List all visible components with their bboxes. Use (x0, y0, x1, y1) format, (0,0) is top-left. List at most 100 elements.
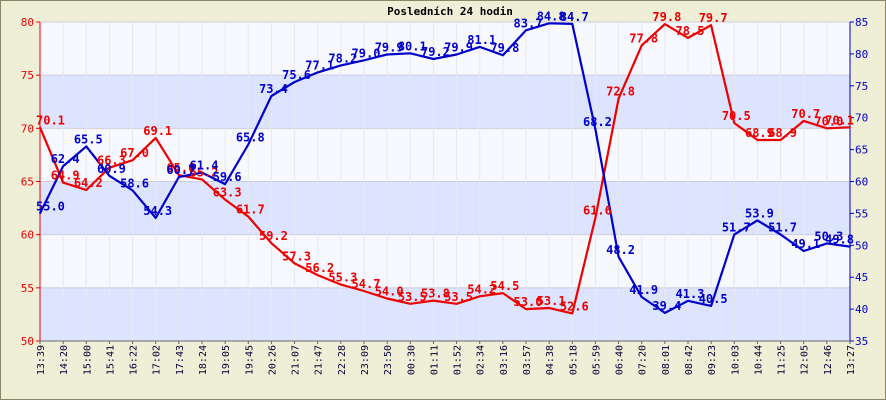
data-point (733, 233, 736, 236)
data-label: 59.6 (213, 170, 242, 184)
data-label: 65.2 (190, 165, 219, 179)
data-label: 69.1 (143, 124, 172, 138)
data-point (131, 159, 134, 162)
x-axis-tick-label: 21:07 (291, 345, 302, 375)
data-label: 53.9 (745, 206, 774, 220)
data-label: 58.6 (120, 176, 149, 190)
data-label: 79.7 (699, 11, 728, 25)
data-label: 51.7 (722, 220, 751, 234)
chart-title: Posledních 24 hodin (387, 5, 513, 18)
x-axis-tick-label: 03:16 (499, 345, 510, 375)
data-point (571, 312, 574, 315)
data-label: 63.3 (213, 186, 242, 200)
data-label: 70.5 (722, 109, 751, 123)
x-axis-tick-label: 17:02 (152, 345, 163, 375)
x-axis-tick-label: 01:52 (453, 345, 464, 375)
x-axis-tick-label: 23:50 (383, 345, 394, 375)
x-axis-tick-label: 22:28 (337, 345, 348, 375)
data-label: 51.7 (768, 220, 797, 234)
data-label: 40.5 (699, 292, 728, 306)
x-axis-tick-label: 03:57 (522, 345, 533, 375)
data-point (571, 23, 574, 25)
data-label: 41.9 (629, 283, 658, 297)
data-label: 83.7 (514, 16, 543, 30)
data-label: 84.8 (537, 9, 566, 23)
x-axis-tick-label: 12:46 (823, 345, 834, 375)
data-label: 65.6 (166, 161, 195, 175)
data-label: 84.7 (560, 10, 589, 24)
data-point (664, 312, 666, 314)
data-label: 68.9 (745, 126, 774, 140)
data-label: 80.1 (398, 39, 427, 53)
data-point (779, 139, 782, 141)
data-label: 49.8 (825, 233, 854, 247)
axes: 50 55 60 65 70 75 80 35 40 45 50 55 60 65 70 75 80 85 13:3… (21, 16, 869, 375)
data-label: 73.4 (259, 82, 288, 96)
data-label: 66.3 (97, 154, 126, 168)
x-axis-tick-label: 14:20 (59, 345, 70, 375)
data-point (756, 139, 759, 141)
data-label: 54.2 (467, 282, 496, 296)
data-point (85, 189, 88, 191)
right-axis-tick-label: 65 (855, 144, 868, 157)
x-axis-tick-label: 19:45 (244, 345, 255, 375)
data-point (710, 24, 712, 26)
plot-band (40, 128, 850, 182)
data-label: 52.6 (560, 299, 589, 313)
data-point (849, 126, 851, 129)
data-point (62, 165, 64, 167)
data-label: 55.0 (36, 199, 65, 213)
x-axis-tick-label: 10:44 (753, 345, 764, 375)
right-axis-tick-label: 70 (855, 112, 868, 125)
x-axis-tick-label: 21:47 (314, 345, 325, 375)
data-label: 64.2 (74, 176, 103, 190)
data-point (270, 242, 273, 244)
x-axis-tick-label: 15:41 (105, 345, 116, 375)
data-point (201, 171, 203, 174)
data-label: 75.6 (282, 68, 311, 82)
data-label: 53.1 (537, 294, 566, 308)
data-label: 60.9 (97, 162, 126, 176)
left-axis-tick-label: 70 (21, 122, 34, 135)
data-label: 65.5 (74, 132, 103, 146)
data-label: 77.1 (305, 58, 334, 72)
data-label: 79.0 (352, 46, 381, 60)
data-label: 62.4 (51, 152, 80, 166)
data-point (710, 305, 712, 307)
data-label: 72.8 (606, 85, 635, 99)
x-axis-tick-label: 18:24 (198, 345, 209, 375)
data-label: 48.2 (606, 243, 635, 257)
x-axis-tick-label: 05:18 (568, 345, 579, 375)
data-point (363, 290, 365, 292)
data-point (478, 295, 481, 298)
data-label: 70.1 (36, 113, 65, 127)
series-lines (38, 22, 851, 315)
x-axis-tick-label: 13:39 (36, 345, 47, 375)
data-point (39, 212, 41, 215)
x-axis-tick-label: 15:00 (82, 345, 93, 375)
data-point (363, 59, 365, 62)
data-point (39, 126, 41, 129)
x-axis-tick-label: 17:43 (175, 345, 186, 375)
right-axis-tick-label: 40 (855, 303, 868, 316)
data-label: 60.7 (166, 163, 195, 177)
data-point (525, 308, 527, 310)
data-point (62, 181, 64, 184)
x-axis-tick-label: 02:34 (476, 345, 487, 375)
right-axis-tick-label: 85 (855, 16, 868, 29)
data-label: 77.8 (629, 31, 658, 45)
plot-band (40, 234, 850, 288)
left-axis-tick-label: 55 (21, 282, 34, 295)
data-point (432, 299, 435, 302)
data-label: 79.2 (421, 45, 450, 59)
data-point (687, 37, 689, 39)
right-axis-tick-label: 75 (855, 80, 868, 93)
right-axis-tick-label: 50 (855, 239, 868, 252)
data-point (108, 166, 111, 169)
data-point (224, 198, 226, 201)
data-point (802, 250, 805, 252)
data-label: 54.5 (490, 279, 519, 293)
data-label: 65.8 (236, 130, 265, 144)
data-point (826, 127, 828, 130)
data-label: 61.4 (190, 159, 219, 173)
